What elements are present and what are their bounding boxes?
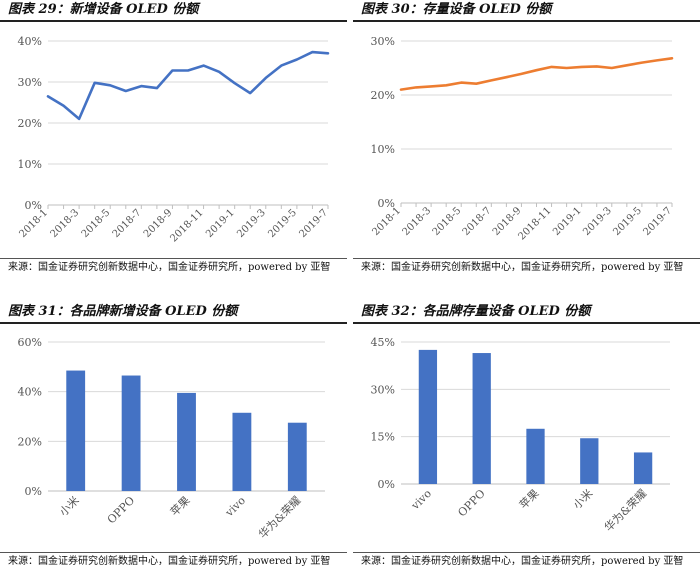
chart-source-30: 来源：国金证券研究创新数据中心，国金证券研究所，powered by 亚智 [353,258,700,278]
x-tick-label: 2019-3 [235,207,268,240]
chart-panel-30: 图表 30：存量设备 OLED 份额 0% 10% 20% 30% 2018-1 2018… [353,0,700,280]
x-tick-label: 2019-1 [551,205,584,238]
chart-source-31: 来源：国金证券研究创新数据中心，国金证券研究所，powered by 亚智 [0,552,347,572]
x-tick-label: 华为&荣耀 [601,486,649,534]
y-tick-label: 30% [18,76,42,89]
x-tick-label: vivo [408,487,434,513]
x-tick-label: OPPO [455,487,487,519]
bar [66,370,86,491]
chart-panel-31: 图表 31：各品牌新增设备 OLED 份额 0% 20% 40% 60% 小米 OPPO 苹… [0,302,347,574]
y-tick-label: 45% [371,336,395,349]
chart-source-32: 来源：国金证券研究创新数据中心，国金证券研究所，powered by 亚智 [353,552,700,572]
x-tick-label: 2018-1 [370,205,403,238]
chart-panel-29: 图表 29：新增设备 OLED 份额 0% 10% 20% 30% 40% 2018-1 2… [0,0,347,280]
y-tick-label: 10% [371,143,395,156]
chart-panel-32: 图表 32：各品牌存量设备 OLED 份额 0% 15% 30% 45% vivo OPP… [353,302,700,574]
x-tick-label: 2019-7 [641,205,674,238]
y-tick-label: 10% [18,158,42,171]
y-tick-label: 0% [378,197,395,210]
x-tick-label: 2019-3 [581,205,614,238]
y-tick-label: 40% [18,35,42,48]
y-tick-label: 40% [18,386,42,399]
x-tick-label: 2019-7 [297,207,330,240]
x-tick-label: 2019-5 [266,207,299,240]
y-tick-label: 20% [18,117,42,130]
x-tick-label: 2018-5 [431,205,464,238]
bar-chart-32: 0% 15% 30% 45% vivo OPPO 苹果 小米 华为&荣耀 [371,336,670,534]
bar [526,428,545,484]
bar [472,353,491,484]
y-tick-label: 30% [371,35,395,48]
x-tick-label: 2018-1 [17,207,50,240]
y-tick-label: 20% [18,435,42,448]
bar [177,392,196,491]
y-tick-label: 20% [371,89,395,102]
chart-source-29: 来源：国金证券研究创新数据中心，国金证券研究所，powered by 亚智 [0,258,347,278]
y-tick-label: 30% [371,383,395,396]
x-tick-label: 华为&荣耀 [255,493,303,541]
x-tick-label: 2018-7 [111,207,144,240]
y-tick-label: 15% [371,431,395,444]
x-tick-label: 2018-3 [401,205,434,238]
bar [580,438,599,484]
x-tick-label: 2018-7 [461,205,494,238]
x-tick-label: 2019-1 [204,207,237,240]
x-tick-label: 2018-3 [49,207,82,240]
bar [287,422,307,491]
x-tick-label: 苹果 [167,493,192,518]
x-tick-label: 苹果 [516,486,541,511]
bar [232,412,252,491]
chart-title-31: 图表 31：各品牌新增设备 OLED 份额 [0,302,347,324]
y-tick-label: 0% [25,199,42,212]
x-tick-label: OPPO [105,494,137,526]
x-tick-label: 小米 [571,487,596,512]
x-tick-label: 2019-5 [611,205,644,238]
bar [418,349,438,484]
x-tick-label: 2018-11 [169,207,206,244]
bar-chart-31: 0% 20% 40% 60% 小米 OPPO 苹果 vivo 华为&荣耀 [18,336,325,541]
x-tick-label: 2018-5 [80,207,113,240]
series-line [399,56,674,91]
x-tick-label: 2018-11 [517,205,554,242]
bar [121,375,141,491]
chart-title-30: 图表 30：存量设备 OLED 份额 [353,0,700,22]
x-tick-label: vivo [222,494,248,520]
x-tick-label: 小米 [57,494,82,519]
chart-title-29: 图表 29：新增设备 OLED 份额 [0,0,347,22]
chart-title-32: 图表 32：各品牌存量设备 OLED 份额 [353,302,700,324]
y-tick-label: 60% [18,336,42,349]
y-tick-label: 0% [25,485,42,498]
y-tick-label: 0% [378,478,395,491]
series-line [46,50,330,121]
bar [633,452,653,484]
